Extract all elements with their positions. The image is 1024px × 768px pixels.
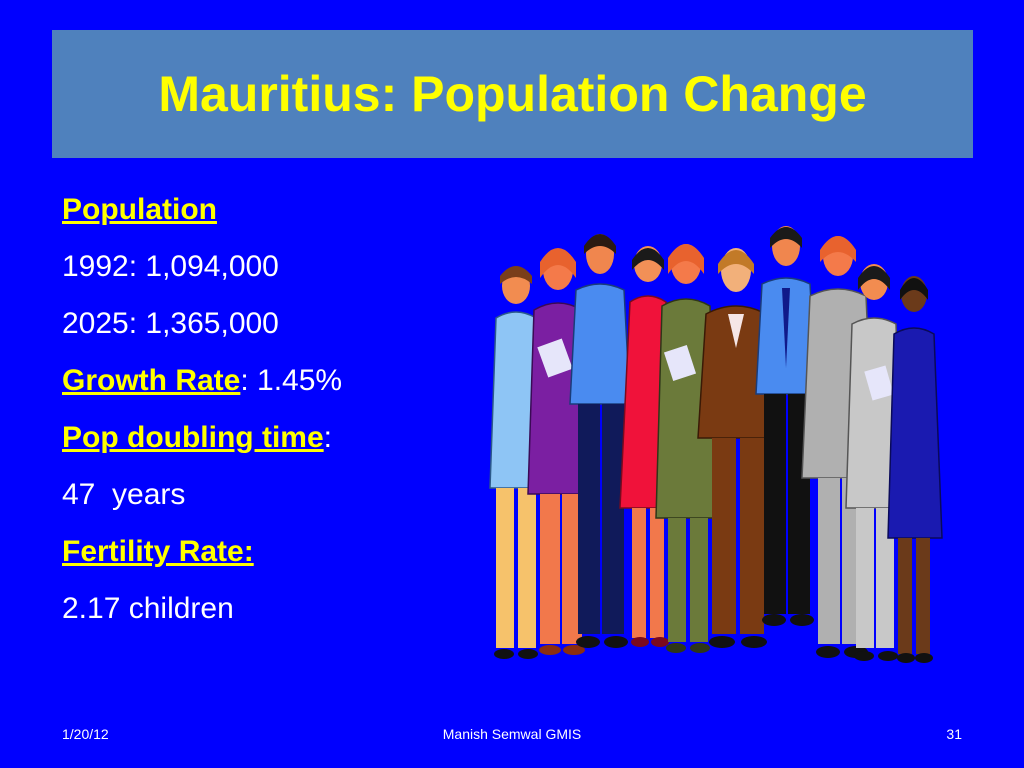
slide-body: Population 1992: 1,094,000 2025: 1,365,0… bbox=[62, 188, 482, 644]
slide-title: Mauritius: Population Change bbox=[158, 66, 867, 122]
fertility-rate-label: Fertility Rate: bbox=[62, 535, 254, 568]
footer-page-number: 31 bbox=[946, 726, 962, 742]
doubling-time-value: 47 years bbox=[62, 478, 186, 511]
growth-rate-value: : 1.45% bbox=[240, 364, 343, 397]
body-line-5: Pop doubling time: bbox=[62, 416, 482, 473]
body-line-1: Population bbox=[62, 188, 482, 245]
body-line-7: Fertility Rate: bbox=[62, 530, 482, 587]
person-brown-suit bbox=[697, 248, 777, 648]
group-of-people-clipart bbox=[489, 226, 943, 663]
body-line-3: 2025: 1,365,000 bbox=[62, 302, 482, 359]
person-navy-dress bbox=[887, 276, 943, 663]
fertility-rate-value: 2.17 children bbox=[62, 592, 234, 625]
title-band: Mauritius: Population Change bbox=[52, 30, 973, 158]
population-2025: 2025: 1,365,000 bbox=[62, 307, 279, 340]
person-blue-shirt bbox=[569, 234, 631, 648]
doubling-time-colon: : bbox=[323, 421, 332, 454]
footer-author: Manish Semwal GMIS bbox=[442, 726, 582, 742]
population-heading: Population bbox=[62, 193, 217, 226]
body-line-8: 2.17 children bbox=[62, 587, 482, 644]
population-1992: 1992: 1,094,000 bbox=[62, 250, 279, 283]
person-silver-jacket bbox=[845, 264, 903, 661]
body-line-4: Growth Rate: 1.45% bbox=[62, 359, 482, 416]
growth-rate-label: Growth Rate bbox=[62, 364, 241, 397]
person-olive-suit bbox=[655, 244, 717, 653]
footer-date: 1/20/12 bbox=[62, 726, 109, 742]
person-blue-shirt-tie bbox=[755, 226, 817, 626]
doubling-time-label: Pop doubling time bbox=[62, 421, 324, 454]
body-line-6: 47 years bbox=[62, 473, 482, 530]
body-line-2: 1992: 1,094,000 bbox=[62, 245, 482, 302]
